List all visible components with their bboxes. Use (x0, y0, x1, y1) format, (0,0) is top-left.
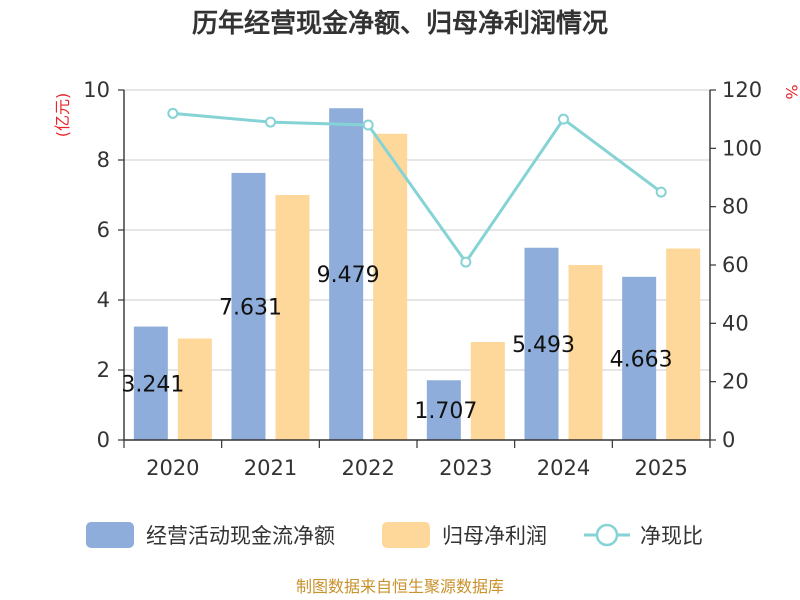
bar-profit (666, 248, 701, 440)
left-tick-label: 0 (97, 428, 110, 452)
bar-value-label: 5.493 (512, 333, 575, 358)
bar-value-label: 3.241 (121, 372, 184, 397)
bar-cashflow (524, 247, 559, 440)
bar-cashflow (426, 380, 461, 440)
bar-profit (373, 133, 408, 440)
x-tick-label: 2024 (537, 456, 590, 480)
bar-value-label: 4.663 (610, 347, 673, 372)
legend-swatch-cashflow (86, 522, 134, 548)
x-tick-label: 2022 (341, 456, 394, 480)
ratio-line (167, 107, 667, 268)
right-tick-label: 40 (722, 311, 749, 335)
right-tick-label: 120 (722, 78, 762, 102)
right-axis-unit: % (782, 84, 800, 99)
x-tick-label: 2020 (146, 456, 199, 480)
ratio-point (265, 116, 276, 128)
ratio-point (460, 256, 472, 268)
bar-value-label: 1.707 (414, 399, 477, 424)
ratio-point (167, 107, 179, 119)
ratio-point (362, 119, 374, 131)
legend-label-ratio: 净现比 (640, 524, 703, 548)
right-tick-label: 80 (722, 195, 749, 219)
legend-label-profit: 归母净利润 (442, 524, 547, 548)
bar-cashflow (231, 172, 266, 441)
right-tick-label: 100 (722, 136, 762, 160)
bar-profit (177, 338, 212, 440)
left-tick-label: 10 (83, 78, 110, 102)
left-tick-label: 8 (97, 148, 110, 172)
ratio-line-path (172, 111, 663, 265)
x-tick-label: 2025 (634, 456, 687, 480)
legend-swatch-profit (382, 522, 430, 548)
source-note: 制图数据来自恒生聚源数据库 (296, 577, 504, 596)
right-tick-label: 60 (722, 253, 749, 277)
right-tick-label: 0 (722, 428, 735, 452)
legend-swatch-ratio-marker (595, 523, 619, 547)
x-tick-label: 2023 (439, 456, 492, 480)
bar-profit (275, 195, 310, 440)
left-tick-label: 2 (97, 358, 110, 382)
data-labels: 3.241 7.631 9.479 1.707 5.493 4.663 (121, 263, 672, 424)
grid-lines (124, 89, 710, 371)
left-tick-label: 4 (97, 288, 110, 312)
x-tick-label: 2021 (244, 456, 297, 480)
bar-cashflow (622, 276, 657, 440)
right-tick-label: 20 (722, 370, 749, 394)
bar-profit (568, 265, 603, 440)
bars (133, 108, 701, 441)
legend: 经营活动现金流净额 归母净利润 净现比 (86, 522, 703, 548)
bar-cashflow (133, 326, 168, 440)
left-tick-label: 6 (97, 218, 110, 242)
bar-value-label: 9.479 (317, 263, 380, 288)
ratio-point (558, 113, 569, 125)
bar-cashflow (329, 108, 364, 441)
chart-title: 历年经营现金净额、归母净利润情况 (192, 8, 608, 39)
ratio-point (655, 186, 667, 198)
bar-profit (470, 342, 505, 440)
left-axis-unit: (亿元) (53, 93, 72, 138)
legend-label-cashflow: 经营活动现金流净额 (146, 524, 335, 548)
bar-value-label: 7.631 (219, 295, 282, 320)
